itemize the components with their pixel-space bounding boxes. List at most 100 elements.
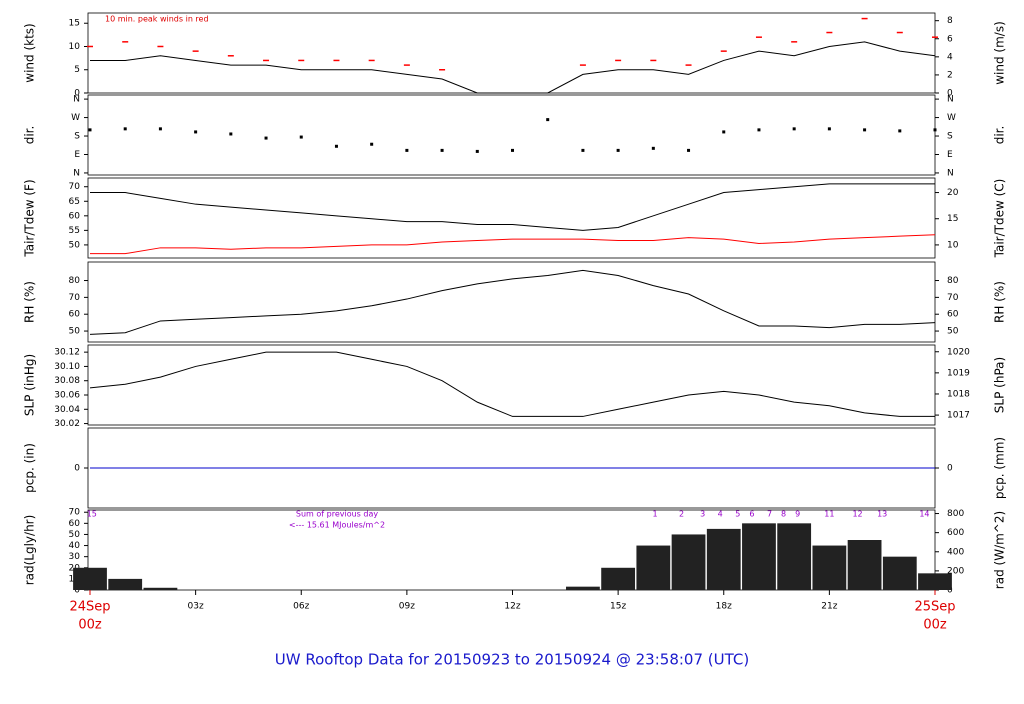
dir-point [334,144,338,148]
x-tick-label: 15z [610,602,626,612]
y-tick-label: 40 [69,541,81,551]
y-tick-label: 0 [74,89,80,99]
x-tick-sublabel: 00z [923,618,947,633]
dir-point [757,128,761,132]
rad-bar [812,545,847,590]
rad-bar [742,523,776,590]
y2-tick-label: 8 [947,16,953,26]
y-tick-label: 80 [69,276,81,286]
y2-tick-label: N [947,95,954,105]
footer: UW Rooftop Data for 20150923 to 20150924… [275,651,749,669]
y-tick-label: 65 [69,197,80,207]
panel-frame [87,509,936,591]
dir-point [546,118,550,122]
hour-mark: 11 [824,510,834,519]
y-axis-label: wind (kts) [23,23,37,82]
y-tick-label: 60 [69,211,81,221]
y-tick-label: 50 [69,327,81,337]
y-tick-label: 15 [69,19,80,29]
y2-tick-label: S [947,132,953,142]
y2-tick-label: 1019 [947,368,970,378]
x-tick-label: 25Sep [914,600,955,615]
y2-tick-label: 20 [947,188,959,198]
panel-frame [87,94,936,176]
y2-tick-label: 0 [947,464,953,474]
rad-bar [636,545,671,590]
y2-axis-label: wind (m/s) [993,21,1007,85]
y-axis-label: rad(Lgly/hr) [23,515,37,586]
x-tick-sublabel: 00z [78,618,102,633]
y2-tick-label: 6 [947,34,953,44]
hour-mark: 8 [781,510,786,519]
y-tick-label: 30.06 [54,391,80,401]
dir-point [370,142,374,146]
hour-mark: 5 [735,510,740,519]
y2-tick-label: 80 [947,276,959,286]
y-tick-label: 60 [69,519,81,529]
dir-point [440,148,444,152]
panel-frame [87,12,936,94]
dir-point [687,148,691,152]
annotation: 10 min. peak winds in red [105,15,209,24]
y-tick-label: 55 [69,226,80,236]
hour-mark: 3 [700,510,705,519]
y2-tick-label: 15 [947,214,958,224]
hour-mark: 4 [718,510,723,519]
series-line [90,234,936,255]
dir-point [616,148,620,152]
y2-tick-label: 800 [947,509,964,519]
y-tick-label: 70 [69,293,81,303]
y-axis-label: pcp. (in) [23,443,37,493]
rad-bar [601,567,636,590]
y-tick-label: 60 [69,310,81,320]
dir-point [511,148,514,152]
y-tick-label: 5 [74,65,80,75]
dir-point [651,146,655,150]
dir-point [158,127,162,131]
y-axis-label: SLP (inHg) [23,354,37,416]
y2-tick-label: 1020 [947,347,970,357]
panel-frame [87,344,936,426]
hour-mark: 15 [87,510,97,519]
y2-tick-label: 600 [947,528,964,538]
rad-bar [566,586,600,590]
panel-frame [87,261,936,343]
y-tick-label: 70 [69,508,81,518]
y2-axis-label: dir. [993,126,1007,145]
dir-point [898,129,902,133]
rad-bar [882,556,917,590]
x-tick-label: 06z [293,602,309,612]
rad-bar [706,528,741,590]
dir-point [933,128,937,132]
y2-tick-label: E [947,150,953,160]
y-tick-label: 30.02 [54,419,80,429]
x-tick-label: 12z [504,602,520,612]
dir-point [123,127,127,131]
y-tick-label: 10 [69,42,81,52]
y-tick-label: 70 [69,182,81,192]
y2-tick-label: 200 [947,566,964,576]
y-tick-label: N [73,168,80,178]
annotation: <--- 15.61 MJoules/m^2 [289,521,385,530]
y-tick-label: E [74,150,80,160]
hour-mark: 1 [653,510,658,519]
y2-axis-label: pcp. (mm) [993,437,1007,499]
rad-bar [108,578,143,590]
rad-bar [777,523,812,590]
y-tick-label: 30 [69,552,81,562]
y2-tick-label: 2 [947,70,953,80]
hour-mark: 6 [749,510,754,519]
y2-tick-label: 60 [947,310,959,320]
dir-point [264,136,268,140]
y-tick-label: 50 [69,240,81,250]
dir-point [475,149,479,153]
dir-point [405,148,409,152]
y-tick-label: 30.12 [54,348,80,358]
hour-mark: 9 [795,510,800,519]
y-axis-label: RH (%) [23,281,37,323]
y2-tick-label: W [947,113,956,123]
dir-point [194,130,198,134]
dir-point [88,128,92,132]
